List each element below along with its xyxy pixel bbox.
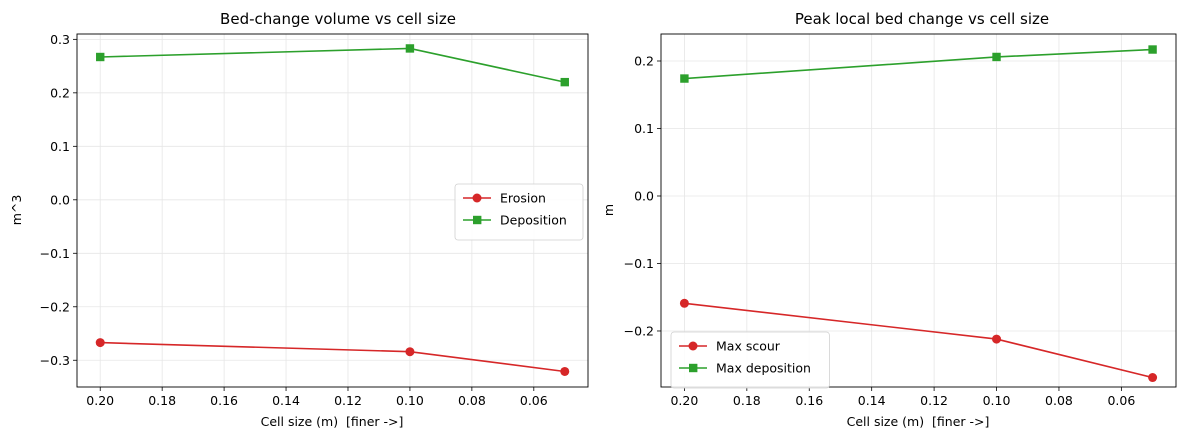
x-tick-label: 0.16	[795, 393, 823, 408]
x-tick-label: 0.12	[334, 393, 362, 408]
chart-title: Bed-change volume vs cell size	[220, 10, 456, 28]
x-tick-label: 0.20	[670, 393, 698, 408]
x-tick-label: 0.18	[733, 393, 761, 408]
legend-marker	[472, 193, 482, 203]
data-point	[560, 77, 569, 87]
legend-label: Deposition	[500, 213, 567, 228]
x-axis-label: Cell size (m) [finer ->]	[261, 414, 404, 429]
data-point	[1148, 45, 1157, 54]
x-tick-label: 0.10	[396, 393, 424, 408]
legend-marker	[689, 363, 698, 373]
legend-label: Max deposition	[716, 361, 811, 376]
legend-marker	[473, 215, 482, 225]
legend-label: Erosion	[500, 191, 546, 206]
y-tick-label: −0.2	[624, 323, 654, 338]
x-tick-label: 0.06	[1107, 393, 1135, 408]
plot-frame	[660, 33, 1177, 388]
x-tick-label: 0.14	[272, 393, 300, 408]
data-point	[405, 44, 415, 53]
y-axis-label: m^3	[9, 195, 24, 226]
y-tick-label: 0.1	[50, 139, 70, 154]
series-line-deposition	[100, 47, 565, 83]
data-point	[96, 52, 105, 62]
legend-box	[670, 331, 830, 389]
x-axis-label: Cell size (m) [finer ->]	[847, 414, 990, 429]
data-point	[560, 366, 570, 376]
x-tick-label: 0.08	[458, 393, 486, 408]
x-tick-label: 0.08	[1045, 393, 1073, 408]
data-point	[95, 338, 105, 348]
x-tick-label: 0.14	[858, 393, 886, 408]
data-point	[992, 52, 1001, 62]
x-tick-label: 0.12	[920, 393, 948, 408]
y-tick-label: 0.3	[50, 32, 70, 47]
y-tick-label: −0.3	[40, 353, 70, 368]
y-tick-label: 0.1	[634, 121, 654, 136]
x-tick-label: 0.20	[86, 393, 114, 408]
y-axis-label: m	[601, 204, 616, 216]
legend-marker	[688, 341, 698, 351]
data-point	[679, 298, 689, 308]
legend: Max scour Max deposition	[670, 331, 830, 389]
y-tick-label: 0.0	[634, 188, 654, 203]
data-point	[992, 334, 1002, 344]
y-tick-label: −0.2	[40, 299, 70, 314]
y-tick-label: 0.2	[634, 53, 654, 68]
series-line-erosion	[100, 341, 565, 373]
x-tick-label: 0.18	[148, 393, 176, 408]
x-tick-label: 0.10	[983, 393, 1011, 408]
y-tick-label: 0.0	[50, 192, 70, 207]
y-tick-label: −0.1	[40, 246, 70, 261]
series-line-max-deposition	[684, 48, 1153, 80]
data-point	[405, 347, 415, 357]
y-tick-label: −0.1	[624, 256, 654, 271]
data-point	[680, 74, 689, 83]
x-tick-label: 0.06	[520, 393, 548, 408]
data-point	[1148, 373, 1158, 383]
chart-peak: Peak local bed change vs cell size 0.20 0…	[601, 10, 1177, 429]
chart-title: Peak local bed change vs cell size	[795, 10, 1049, 28]
legend-label: Max scour	[716, 339, 781, 354]
y-tick-label: 0.2	[50, 85, 70, 100]
legend: Erosion Deposition	[454, 183, 584, 241]
plot-frame	[76, 33, 589, 388]
chart-volume: Bed-change volume vs cell size 0.20 0.18 0…	[9, 10, 589, 429]
x-tick-label: 0.16	[210, 393, 238, 408]
